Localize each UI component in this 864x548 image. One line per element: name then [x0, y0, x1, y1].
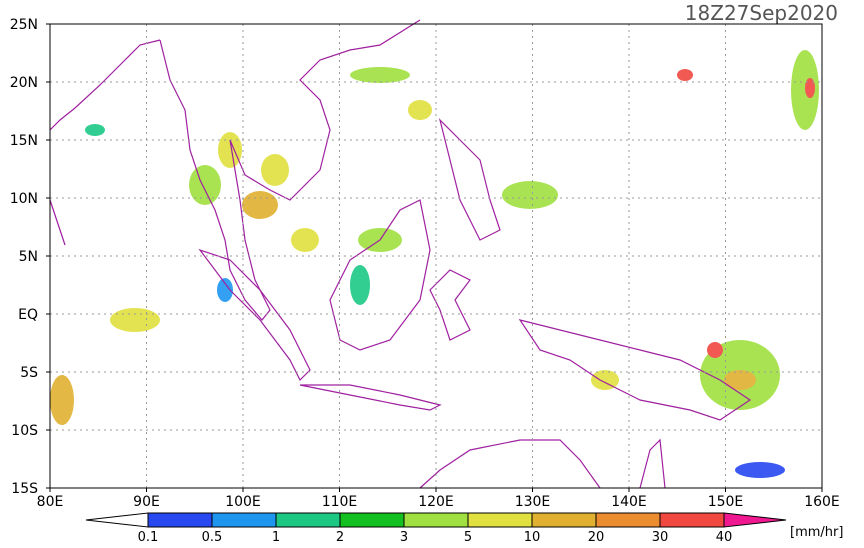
- coastline: [438, 118, 501, 241]
- colorbar-label: 1: [272, 530, 280, 544]
- y-tick-label: 25N: [10, 17, 38, 33]
- colorbar-segment: [531, 512, 597, 528]
- y-tick-label: 15N: [10, 133, 38, 149]
- colorbar-label: 0.5: [202, 530, 223, 544]
- grid: [49, 23, 823, 489]
- x-tick-label: 100E: [225, 494, 261, 510]
- colorbar-segment: [339, 512, 405, 528]
- colorbar: [mm/hr] 0.1 0.5 1 2 3 5 10 20 30 40: [85, 512, 843, 545]
- y-tick-label: 10N: [10, 191, 38, 207]
- colorbar-segment: [467, 512, 533, 528]
- y-tick-label: EQ: [18, 307, 38, 323]
- colorbar-label: 5: [464, 530, 472, 544]
- colorbar-segment: [211, 512, 277, 528]
- y-tick-label: 10S: [11, 423, 38, 439]
- rain-area: [291, 228, 319, 252]
- coastline: [329, 199, 431, 351]
- y-tick-label: 15S: [11, 481, 38, 497]
- colorbar-low-end: [85, 512, 149, 528]
- colorbar-label: 0.1: [138, 530, 159, 544]
- rain-area: [502, 181, 558, 209]
- map-title: 18Z27Sep2020: [685, 1, 838, 25]
- colorbar-high-end: [723, 512, 787, 528]
- coastline: [419, 439, 601, 489]
- rain-area: [677, 69, 693, 81]
- x-tick-label: 80E: [37, 494, 64, 510]
- rain-area: [189, 165, 221, 205]
- rain-area: [408, 100, 432, 120]
- x-tick-label: 90E: [133, 494, 160, 510]
- colorbar-segment: [275, 512, 341, 528]
- y-tick-label: 20N: [10, 75, 38, 91]
- rain-area: [805, 78, 815, 98]
- x-tick-label: 110E: [322, 494, 358, 510]
- coastline: [49, 39, 161, 131]
- y-tick-label: 5S: [20, 365, 38, 381]
- rain-area: [724, 370, 756, 390]
- rain-area: [110, 308, 160, 332]
- colorbar-segment: [403, 512, 469, 528]
- coastline: [159, 19, 421, 321]
- x-tick-label: 130E: [515, 494, 551, 510]
- colorbar-segment: [147, 512, 213, 528]
- x-tick-label: 150E: [708, 494, 744, 510]
- precipitation: [50, 50, 819, 478]
- colorbar-label: 2: [336, 530, 344, 544]
- rain-area: [217, 278, 233, 302]
- rain-area: [350, 265, 370, 305]
- colorbar-label: 10: [524, 530, 541, 544]
- coastline: [639, 438, 666, 489]
- colorbar-label: 30: [652, 530, 669, 544]
- x-tick-label: 140E: [611, 494, 647, 510]
- colorbar-segment: [595, 512, 661, 528]
- axes: 80E 90E 100E 110E 120E 130E 140E 150E 160E 25N 20N…: [10, 17, 840, 510]
- rain-area: [591, 370, 619, 390]
- coastline: [49, 199, 66, 246]
- rain-area: [261, 154, 289, 186]
- colorbar-segment: [659, 512, 725, 528]
- coastline: [299, 384, 442, 411]
- coastline: [429, 269, 471, 341]
- colorbar-label: 20: [588, 530, 605, 544]
- rain-area: [218, 132, 242, 168]
- colorbar-label: 40: [716, 530, 733, 544]
- rain-area: [242, 191, 278, 219]
- y-tick-label: 5N: [19, 249, 38, 265]
- rain-area: [50, 375, 74, 425]
- x-tick-label: 120E: [418, 494, 454, 510]
- colorbar-unit: [mm/hr]: [790, 525, 843, 540]
- x-tick-label: 160E: [804, 494, 840, 510]
- coastline: [198, 248, 311, 382]
- coastline: [518, 319, 752, 421]
- coastlines: [49, 19, 752, 489]
- rain-area: [791, 50, 819, 130]
- rain-area: [350, 67, 410, 83]
- rain-area: [85, 124, 105, 136]
- rain-area: [707, 342, 723, 358]
- colorbar-label: 3: [400, 530, 408, 544]
- rain-area: [735, 462, 785, 478]
